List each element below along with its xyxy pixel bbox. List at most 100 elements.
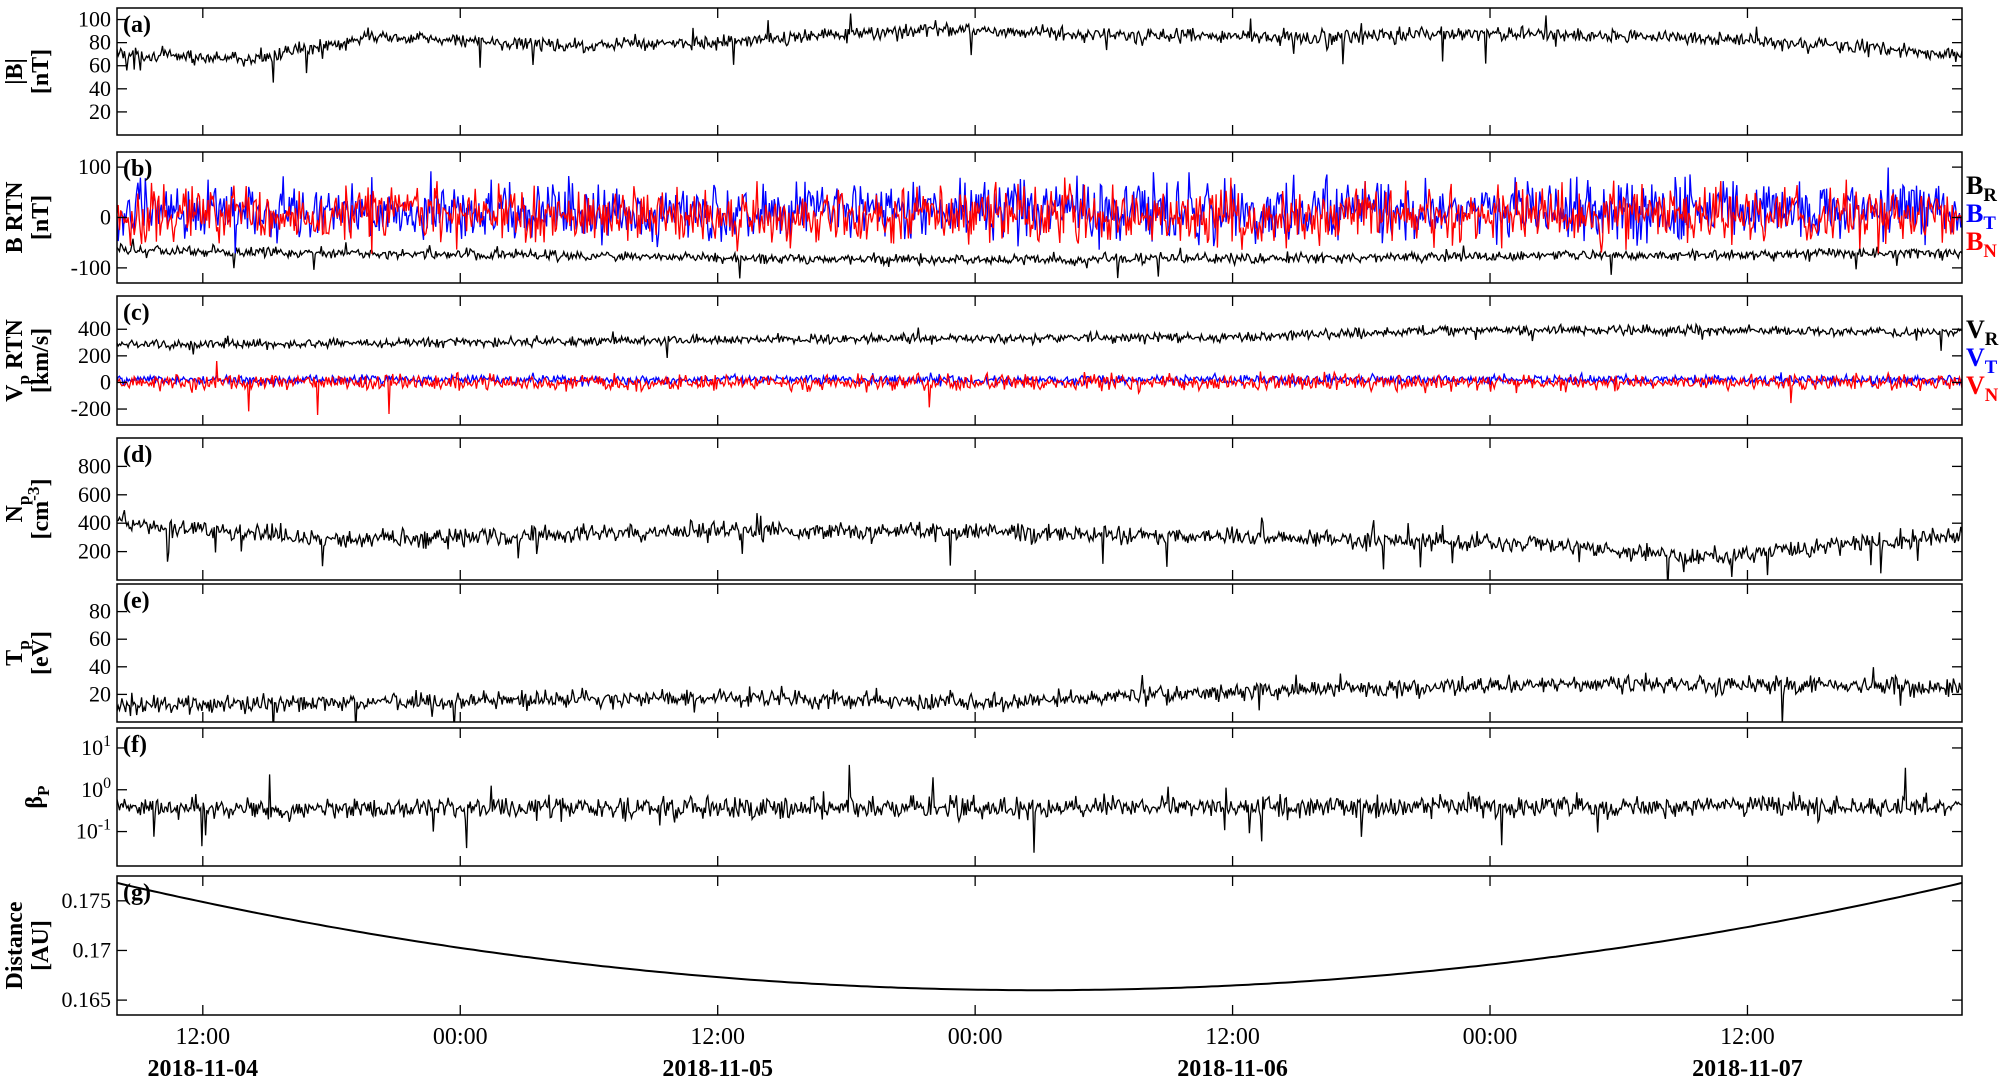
label-fragment: 10 (81, 735, 103, 760)
y-tick-label: 400 (78, 316, 111, 341)
legend-entry: BT (1966, 199, 1996, 234)
label-fragment: p (14, 375, 33, 385)
label-fragment: 0.17 (73, 937, 112, 962)
label-fragment: [eV] (28, 631, 54, 675)
y-tick-label: 10-1 (76, 817, 111, 844)
label-fragment: R (1983, 185, 1997, 206)
y-tick-label: 100 (78, 154, 111, 179)
label-fragment: 20 (89, 681, 111, 706)
y-axis-label: Vp RTN (2, 318, 33, 401)
label-fragment: T (1985, 357, 1998, 378)
x-tick-label: 00:00 (433, 1024, 488, 1050)
y-tick-label: 80 (89, 599, 111, 624)
series-line-b-2 (117, 177, 1962, 254)
label-fragment: N (2, 504, 28, 522)
series-line-e-0 (117, 667, 1962, 722)
y-axis-label: [nT] (28, 195, 54, 240)
panel-letter: (c) (123, 300, 150, 326)
label-fragment: 80 (89, 599, 111, 624)
label-fragment: N (1985, 385, 1999, 406)
series-line-c-1 (117, 370, 1962, 388)
series-line-f-0 (117, 764, 1962, 853)
label-fragment: -200 (71, 396, 111, 421)
label-fragment: 40 (89, 654, 111, 679)
panel-frame (116, 727, 1963, 867)
label-fragment: [nT] (28, 195, 54, 240)
panel-frame (116, 583, 1963, 723)
panel-letter: (g) (123, 880, 151, 906)
series-line-a-0 (117, 13, 1962, 83)
y-axis-label: Tp (2, 640, 33, 666)
y-tick-label: -100 (71, 255, 111, 280)
series-line-c-2 (117, 360, 1962, 416)
label-fragment: 200 (78, 343, 111, 368)
label-fragment: V (2, 384, 28, 402)
y-tick-label: 0 (100, 369, 111, 394)
legend-entry: VR (1966, 315, 1999, 350)
y-tick-label: 80 (89, 30, 111, 55)
y-tick-label: 0.175 (62, 888, 112, 913)
y-axis-label: Distance (2, 901, 28, 989)
label-fragment: 10 (76, 819, 98, 844)
label-fragment: [nT] (28, 49, 54, 94)
y-tick-label: 600 (78, 482, 111, 507)
label-fragment: 100 (78, 7, 111, 32)
label-fragment: B RTN (2, 181, 28, 254)
y-tick-label: 60 (89, 53, 111, 78)
panel-frame (116, 7, 1963, 136)
y-axis-label: Np (2, 496, 33, 523)
panel-g: 0.165 0.17 0.175 (g) Distance [AU] (2, 875, 1963, 1016)
label-fragment: V (1966, 343, 1985, 372)
y-tick-label: 100 (81, 775, 111, 802)
label-fragment: 0 (100, 205, 111, 230)
label-fragment: [AU] (28, 920, 54, 971)
series-line-g-0 (117, 881, 1962, 992)
label-fragment: R (1985, 329, 1999, 350)
legend-entry: VN (1966, 371, 1999, 406)
date-label: 2018-11-05 (662, 1056, 773, 1082)
label-fragment: 100 (78, 154, 111, 179)
label-fragment: 0 (100, 369, 111, 394)
label-fragment: B (1966, 227, 1983, 256)
label-fragment: -3 (24, 486, 43, 501)
x-tick-label: 12:00 (690, 1024, 745, 1050)
label-fragment: β (22, 796, 48, 809)
y-tick-label: 200 (78, 343, 111, 368)
y-tick-label: 0.17 (73, 937, 112, 962)
panel-letter: (e) (123, 588, 150, 614)
label-fragment: 1 (103, 733, 111, 750)
label-fragment: [cm (28, 501, 54, 540)
legend-entry: BN (1966, 227, 1997, 262)
label-fragment: V (1966, 371, 1985, 400)
y-tick-label: 40 (89, 654, 111, 679)
series-line-b-0 (117, 238, 1962, 279)
label-fragment: 0.175 (62, 888, 112, 913)
y-tick-label: 101 (81, 733, 111, 760)
x-tick-label: 00:00 (948, 1024, 1003, 1050)
date-label: 2018-11-06 (1177, 1056, 1288, 1082)
date-label: 2018-11-07 (1692, 1056, 1803, 1082)
label-fragment: 600 (78, 482, 111, 507)
y-tick-label: 20 (89, 681, 111, 706)
series-line-b-1 (117, 167, 1962, 254)
label-fragment: N (1983, 241, 1997, 262)
label-fragment: ] (28, 478, 54, 486)
y-tick-label: 60 (89, 626, 111, 651)
date-label: 2018-11-04 (147, 1056, 258, 1082)
label-fragment: Distance (2, 901, 28, 989)
panel-letter: (b) (123, 156, 152, 182)
label-fragment: 80 (89, 30, 111, 55)
label-fragment: p (14, 640, 33, 650)
label-fragment: 60 (89, 626, 111, 651)
series-line-d-0 (117, 510, 1962, 580)
label-fragment: 400 (78, 316, 111, 341)
y-tick-label: 400 (78, 510, 111, 535)
legend-entry: VT (1966, 343, 1998, 378)
